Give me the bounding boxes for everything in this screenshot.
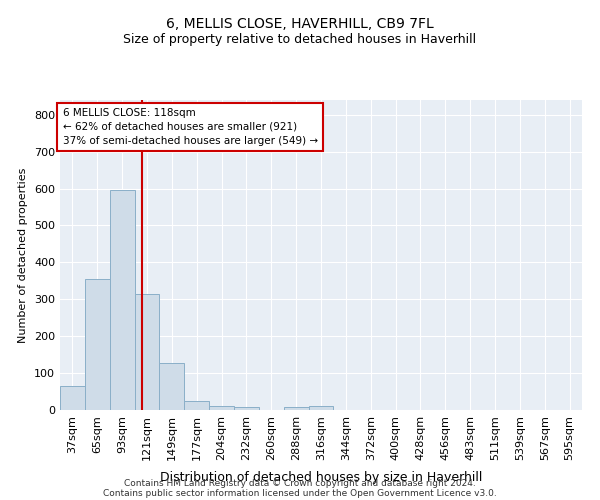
Bar [160, 363, 184, 410]
Bar [60, 386, 85, 410]
Bar [134, 294, 160, 410]
Bar [85, 279, 110, 410]
Bar [184, 401, 209, 410]
X-axis label: Distribution of detached houses by size in Haverhill: Distribution of detached houses by size … [160, 471, 482, 484]
Bar [308, 406, 334, 410]
Bar [110, 190, 134, 410]
Bar [234, 407, 259, 410]
Text: Size of property relative to detached houses in Haverhill: Size of property relative to detached ho… [124, 32, 476, 46]
Y-axis label: Number of detached properties: Number of detached properties [19, 168, 28, 342]
Text: Contains public sector information licensed under the Open Government Licence v3: Contains public sector information licen… [103, 488, 497, 498]
Bar [284, 407, 308, 410]
Text: Contains HM Land Registry data © Crown copyright and database right 2024.: Contains HM Land Registry data © Crown c… [124, 478, 476, 488]
Text: 6 MELLIS CLOSE: 118sqm
← 62% of detached houses are smaller (921)
37% of semi-de: 6 MELLIS CLOSE: 118sqm ← 62% of detached… [62, 108, 318, 146]
Text: 6, MELLIS CLOSE, HAVERHILL, CB9 7FL: 6, MELLIS CLOSE, HAVERHILL, CB9 7FL [166, 18, 434, 32]
Bar [209, 406, 234, 410]
